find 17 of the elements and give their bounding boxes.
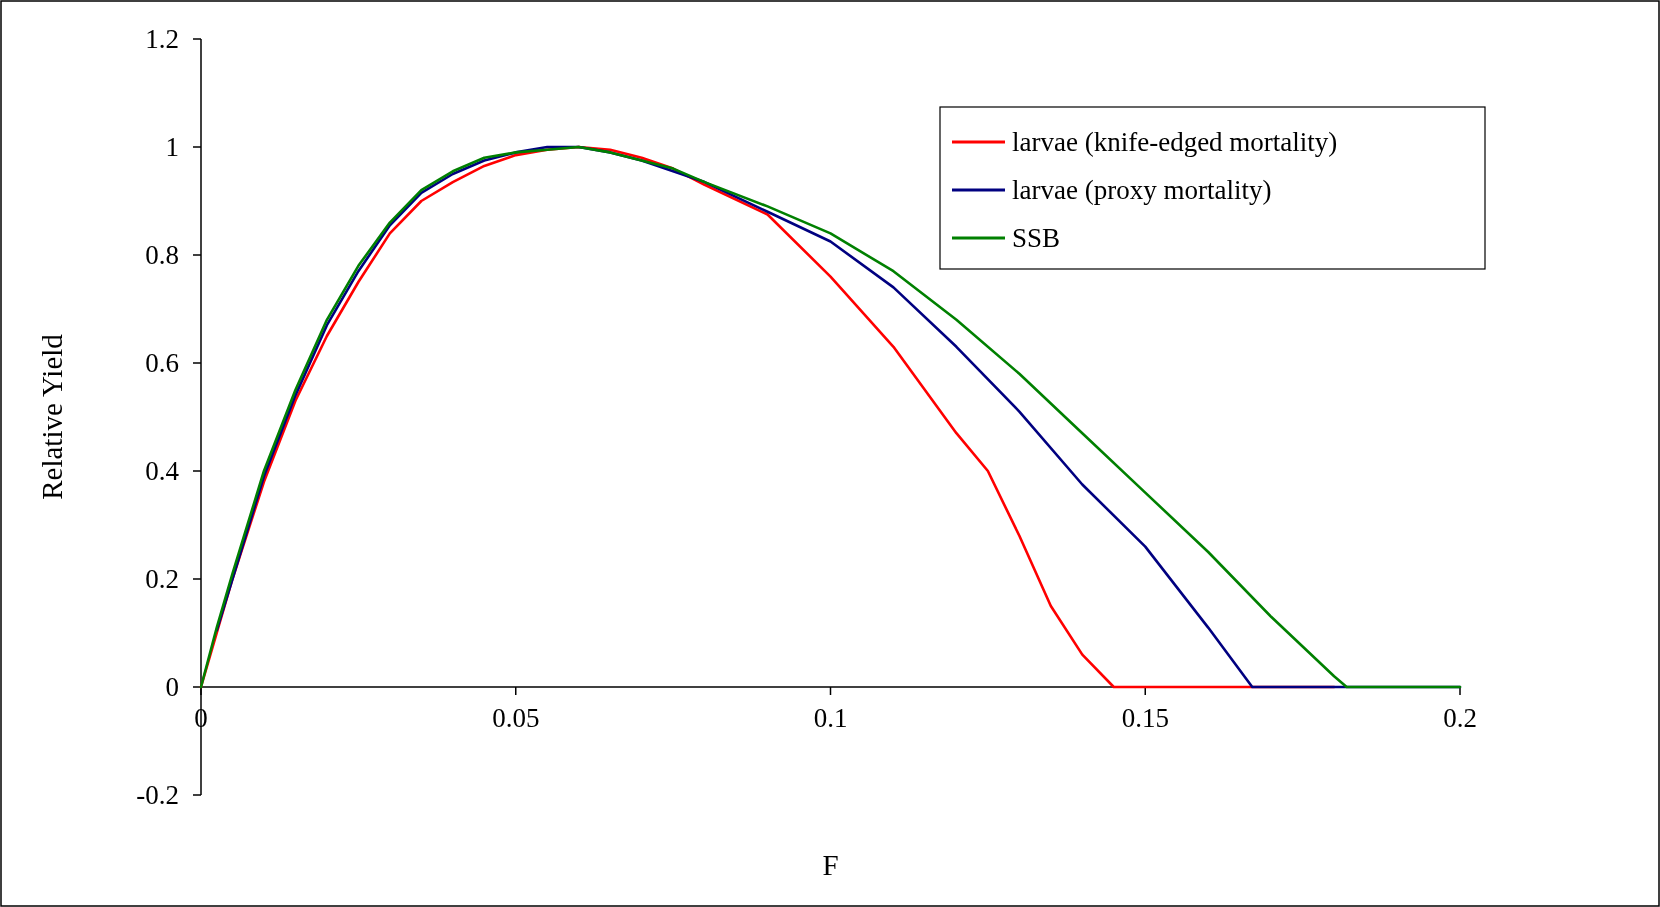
y-tick-label: 1 [165, 132, 179, 163]
y-axis-title: Relative Yield [36, 333, 68, 500]
x-axis-title: F [822, 849, 839, 881]
y-tick-label: 0.6 [145, 348, 179, 379]
x-tick-label: 0.2 [1443, 703, 1477, 733]
legend-label: larvae (knife-edged mortality) [1012, 127, 1338, 158]
legend-label: SSB [1012, 223, 1061, 254]
x-tick-label: 0.1 [813, 703, 848, 733]
x-tick-label: 0.05 [492, 703, 540, 733]
x-tick-label: 0.15 [1121, 703, 1169, 733]
y-tick-label: 0.4 [145, 456, 180, 487]
legend-label: larvae (proxy mortality) [1012, 175, 1272, 206]
y-tick-label: -0.2 [136, 780, 179, 811]
y-tick-label: 0.8 [145, 240, 179, 271]
y-tick-label: 0.2 [145, 564, 179, 595]
y-tick-label: 1.2 [145, 24, 179, 55]
y-tick-label: 0 [165, 672, 179, 703]
